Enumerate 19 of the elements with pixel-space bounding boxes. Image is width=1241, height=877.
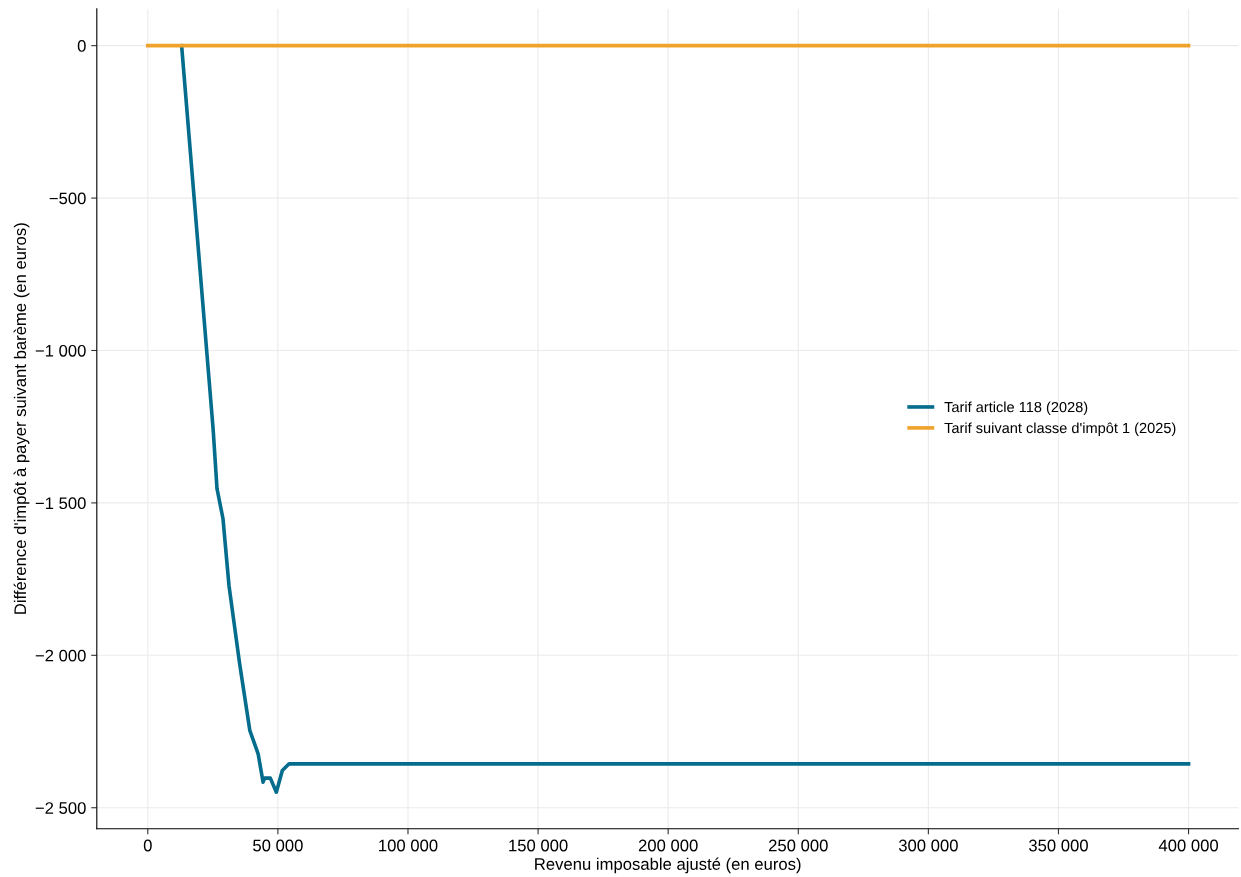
y-tick-label: −2 500 <box>35 802 86 814</box>
x-tick-label: 250 000 <box>768 839 828 852</box>
y-tick-label: 0 <box>77 40 86 52</box>
x-tick-label: 350 000 <box>1028 839 1088 852</box>
y-tick-label: −2 000 <box>35 649 86 662</box>
x-tick-label: 0 <box>143 839 152 852</box>
x-tick-label: 200 000 <box>638 839 698 852</box>
y-tick-label: −500 <box>49 192 86 205</box>
x-axis-title: Revenu imposable ajusté (en euros) <box>535 857 801 874</box>
x-tick-label: 300 000 <box>898 839 958 852</box>
x-tick-label: 400 000 <box>1158 839 1219 852</box>
y-tick-label: −1 500 <box>35 497 86 510</box>
x-tick-label: 100 000 <box>379 839 438 852</box>
y-axis-title: Différence d'impôt à payer suivant barème (en euros) <box>13 223 30 614</box>
legend-label: Tarif suivant classe d'impôt 1 (2025) <box>944 422 1176 437</box>
y-tick-label: −1 000 <box>35 344 86 357</box>
x-tick-label: 150 000 <box>509 839 568 852</box>
legend-label: Tarif article 118 (2028) <box>944 401 1088 416</box>
x-tick-label: 50 000 <box>253 839 303 852</box>
